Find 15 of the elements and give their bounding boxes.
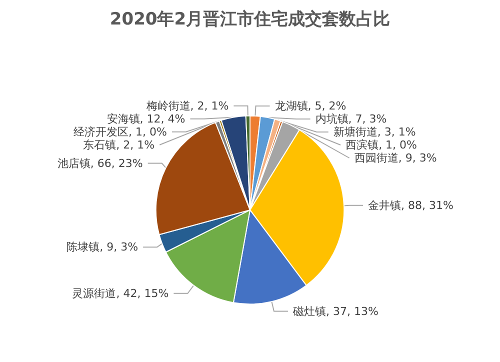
slice-label: 新塘街道, 3, 1% xyxy=(333,126,416,138)
slice-label: 池店镇, 66, 23% xyxy=(57,156,143,170)
slice-label: 金井镇, 88, 31% xyxy=(368,198,454,212)
slice-label: 梅岭街道, 2, 1% xyxy=(145,99,229,112)
slice-label: 西滨镇, 1, 0% xyxy=(346,138,418,152)
slice-label: 灵源街道, 42, 15% xyxy=(72,286,169,300)
slice-label: 西园街道, 9, 3% xyxy=(354,152,437,164)
slice-label: 东石镇, 2, 1% xyxy=(83,138,155,152)
slice-label: 安海镇, 12, 4% xyxy=(106,112,186,126)
slice-label: 陈埭镇, 9, 3% xyxy=(66,240,138,254)
slice-label: 龙湖镇, 5, 2% xyxy=(274,100,346,112)
slice-label: 内坑镇, 7, 3% xyxy=(315,112,387,126)
slice-label: 磁灶镇, 37, 13% xyxy=(292,304,378,318)
chart-title: 2020年2月晋江市住宅成交套数占比 xyxy=(110,10,390,30)
slice-label: 经济开发区, 1, 0% xyxy=(74,125,167,138)
